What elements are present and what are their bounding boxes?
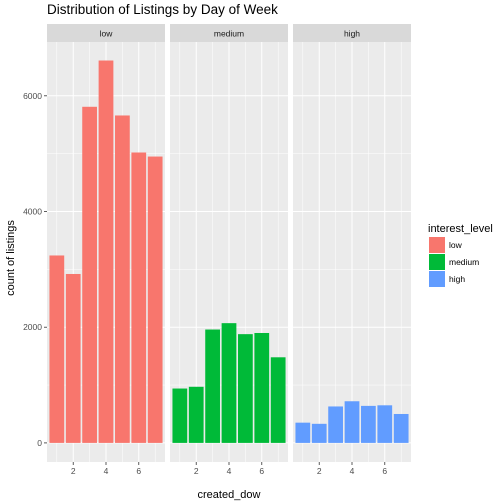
- bar-high-day-5: [361, 405, 376, 443]
- x-tick-label: 2: [194, 466, 199, 476]
- bar-high-day-2: [311, 423, 327, 443]
- x-axis: 2 4 6 2 4 6 2 4 6: [71, 462, 387, 476]
- bar-low-day-1: [49, 255, 65, 443]
- bar-high-day-1: [295, 422, 311, 443]
- legend-label-medium: medium: [449, 257, 479, 267]
- bar-high-day-7: [393, 413, 409, 443]
- bar-high-day-4: [344, 401, 360, 443]
- facet-strip-medium: [170, 24, 288, 42]
- bar-medium-day-6: [254, 332, 270, 443]
- bar-low-day-7: [147, 156, 163, 443]
- x-tick-label: 2: [317, 466, 322, 476]
- y-tick-label: 2000: [23, 322, 42, 332]
- bar-medium-day-7: [270, 357, 286, 443]
- facet-panel-high: high: [293, 24, 411, 462]
- bar-low-day-3: [82, 106, 97, 443]
- legend: interest_level low medium high: [428, 223, 493, 287]
- bar-low-day-4: [98, 60, 114, 443]
- bar-medium-day-1: [172, 388, 188, 443]
- facet-panels: low medium high: [47, 24, 411, 462]
- x-tick-label: 6: [136, 466, 141, 476]
- bar-medium-day-3: [205, 329, 220, 443]
- bar-medium-day-5: [238, 334, 253, 443]
- chart-title: Distribution of Listings by Day of Week: [47, 2, 278, 17]
- x-tick-label: 4: [104, 466, 109, 476]
- facet-panel-low: low: [47, 24, 165, 462]
- y-tick-label: 6000: [23, 91, 42, 101]
- x-tick-label: 6: [382, 466, 387, 476]
- facet-strip-label: high: [344, 29, 360, 39]
- x-tick-label: 4: [227, 466, 232, 476]
- y-tick-label: 4000: [23, 207, 42, 217]
- facet-strip-label: medium: [214, 29, 244, 39]
- y-axis-title: count of listings: [5, 220, 17, 296]
- legend-key-low: [429, 237, 445, 253]
- bar-medium-day-2: [188, 386, 204, 443]
- legend-title: interest_level: [428, 223, 493, 235]
- facet-panel-medium: medium: [170, 24, 288, 462]
- bar-low-day-6: [131, 152, 147, 443]
- x-tick-label: 4: [350, 466, 355, 476]
- legend-key-medium: [429, 254, 445, 270]
- bar-low-day-5: [115, 115, 130, 443]
- bar-low-day-2: [65, 273, 81, 443]
- legend-label-high: high: [449, 274, 465, 284]
- y-axis: 0 2000 4000 6000: [23, 91, 47, 448]
- x-axis-title: created_dow: [198, 489, 261, 501]
- x-tick-label: 2: [71, 466, 76, 476]
- legend-items: low medium high: [429, 237, 479, 287]
- legend-label-low: low: [449, 240, 463, 250]
- y-tick-label: 0: [37, 438, 42, 448]
- facet-strip-label: low: [100, 29, 114, 39]
- x-tick-label: 6: [259, 466, 264, 476]
- legend-key-high: [429, 271, 445, 287]
- facet-strip-high: [293, 24, 411, 42]
- bar-medium-day-4: [221, 323, 237, 443]
- bar-high-day-6: [377, 405, 393, 443]
- facet-strip-low: [47, 24, 165, 42]
- bar-high-day-3: [328, 406, 343, 443]
